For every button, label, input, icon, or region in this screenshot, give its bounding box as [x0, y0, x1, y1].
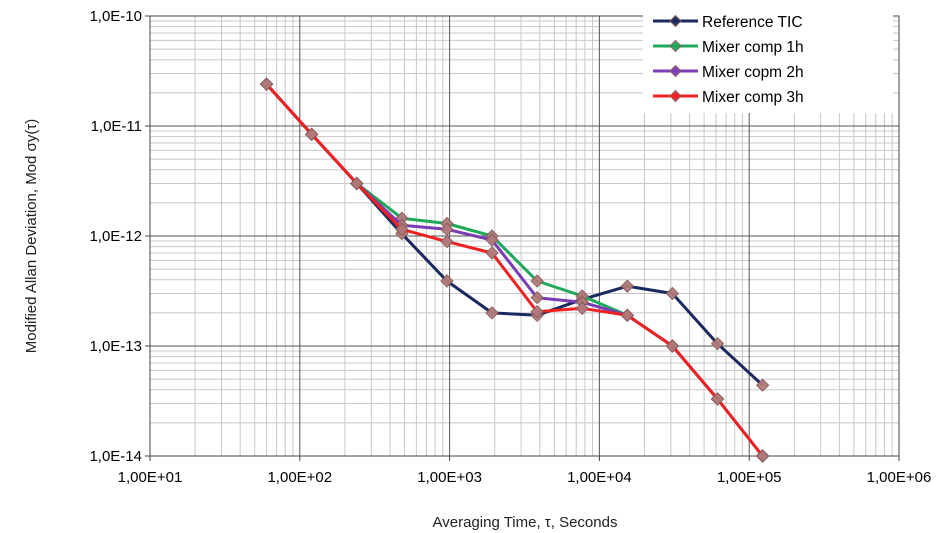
- data-point: [755, 449, 770, 463]
- data-point: [485, 246, 499, 260]
- y-tick-label: 1,0E-12: [89, 228, 142, 245]
- data-point: [485, 306, 499, 320]
- legend-swatch-marker: [669, 39, 682, 53]
- y-axis-title: Modified Allan Deviation, Mod σy(τ): [23, 119, 40, 353]
- legend-swatch-marker: [669, 14, 682, 28]
- data-point: [665, 286, 680, 301]
- y-tick-label: 1,0E-13: [89, 338, 142, 355]
- data-point: [395, 222, 409, 237]
- data-point: [440, 274, 454, 288]
- data-point: [350, 176, 364, 191]
- legend-entry-label: Mixer comp 3h: [702, 89, 804, 106]
- y-tick-label: 1,0E-11: [91, 118, 142, 135]
- legend-entry-label: Mixer comp 1h: [702, 39, 804, 56]
- legend-swatch-marker: [669, 64, 682, 78]
- data-point: [575, 301, 589, 316]
- legend-swatch-marker: [669, 89, 682, 103]
- x-tick-label: 1,00E+01: [118, 469, 183, 486]
- data-point: [304, 127, 319, 142]
- data-point: [620, 279, 635, 293]
- series-line: [265, 83, 764, 457]
- data-point: [620, 308, 635, 323]
- x-tick-label: 1,00E+03: [417, 469, 482, 486]
- grid: [149, 15, 900, 457]
- series-4: [259, 77, 770, 463]
- legend-entry-label: Reference TIC: [702, 14, 803, 31]
- x-tick-label: 1,00E+05: [717, 469, 782, 486]
- data-point: [530, 274, 544, 288]
- data-point: [485, 233, 499, 247]
- legend: Reference TIC Mixer comp 1h Mixer copm 2h M…: [643, 5, 893, 113]
- series-1: [259, 77, 770, 392]
- x-tick-label: 1,00E+02: [267, 469, 332, 486]
- axes: 1,00E+01 1,00E+02 1,00E+03 1,00E+04 1,00E+05…: [89, 8, 931, 486]
- data-point: [755, 378, 770, 392]
- x-tick-label: 1,00E+06: [867, 469, 932, 486]
- legend-entry-label: Mixer copm 2h: [702, 64, 804, 81]
- series-3: [259, 77, 770, 463]
- data-point: [259, 77, 274, 91]
- data-point: [530, 304, 544, 319]
- series-line: [265, 83, 764, 457]
- x-axis-title: Averaging Time, τ, Seconds: [433, 514, 618, 531]
- y-tick-label: 1,0E-10: [89, 8, 142, 25]
- data-point: [665, 339, 680, 353]
- data-point: [710, 392, 725, 406]
- data-point: [440, 234, 454, 249]
- data-point: [530, 290, 544, 305]
- y-tick-label: 1,0E-14: [89, 448, 142, 465]
- data-point: [710, 336, 725, 351]
- x-tick-label: 1,00E+04: [567, 469, 632, 486]
- series: [259, 77, 770, 463]
- series-line: [265, 83, 764, 387]
